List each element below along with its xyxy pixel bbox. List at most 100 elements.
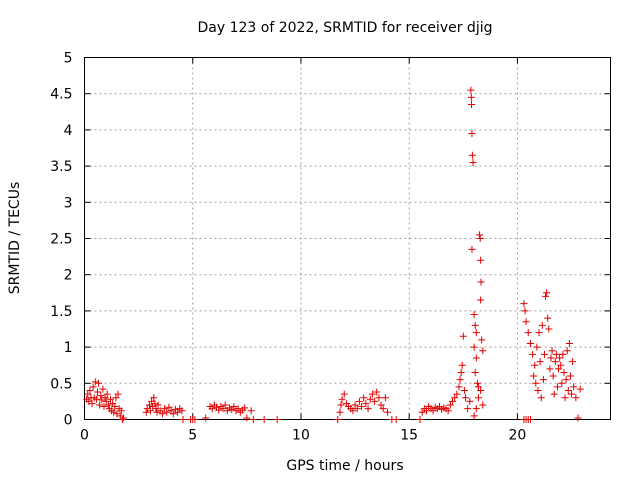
data-point-marker <box>86 387 94 395</box>
data-point-marker <box>102 397 110 405</box>
data-point-marker <box>558 379 566 387</box>
data-point-marker <box>479 401 487 409</box>
x-axis-label: GPS time / hours <box>286 458 403 474</box>
data-point-marker <box>338 395 346 403</box>
data-point-marker <box>549 372 557 380</box>
data-point-marker <box>104 401 112 409</box>
data-point-marker <box>112 394 120 402</box>
data-point-marker <box>334 416 342 423</box>
y-axis-label: SRMTID / TECUs <box>7 182 23 295</box>
data-point-marker <box>241 404 249 412</box>
y-tick-label: 1.5 <box>50 304 72 320</box>
data-point-marker <box>377 401 385 409</box>
data-point-marker <box>477 296 485 304</box>
data-point-marker <box>97 392 105 400</box>
data-point-marker <box>448 397 456 405</box>
data-point-marker <box>362 400 370 408</box>
data-point-marker <box>101 394 109 402</box>
data-point-marker <box>153 408 161 416</box>
data-point-marker <box>368 390 376 398</box>
y-tick-label: 0.5 <box>50 376 72 392</box>
data-point-marker <box>537 394 545 402</box>
x-tick-label: 10 <box>292 428 310 444</box>
data-point-marker <box>178 407 186 415</box>
data-point-marker <box>88 400 96 408</box>
data-point-marker <box>470 412 478 420</box>
data-point-marker <box>547 354 555 362</box>
data-point-marker <box>360 394 368 402</box>
data-point-marker <box>474 394 482 402</box>
data-point-marker <box>423 407 431 415</box>
data-point-marker <box>538 321 546 329</box>
data-point-marker <box>545 325 553 333</box>
data-point-marker <box>472 329 480 337</box>
data-point-marker <box>471 321 479 329</box>
data-point-marker <box>524 329 532 337</box>
data-point-marker <box>169 410 177 418</box>
data-point-marker <box>470 343 478 351</box>
data-point-marker <box>530 372 538 380</box>
axis-ticks <box>84 57 611 420</box>
tick-labels: 0 5 10 15 20 0 0.5 1 1.5 2 2.5 3 3.5 4 4.5 5 <box>50 51 526 444</box>
data-point-marker <box>446 401 454 409</box>
y-tick-label: 2 <box>64 268 73 284</box>
data-point-marker <box>568 390 576 398</box>
data-point-marker <box>477 256 485 264</box>
data-point-marker <box>103 390 111 398</box>
data-point-marker <box>249 416 257 423</box>
y-tick-label: 5 <box>64 51 73 67</box>
data-point-marker <box>111 402 119 410</box>
data-point-marker <box>95 379 103 387</box>
data-point-marker <box>574 414 582 422</box>
data-point-marker <box>451 394 459 402</box>
data-point-marker <box>461 394 469 402</box>
data-point-marker <box>560 368 568 376</box>
y-tick-label: 2.5 <box>50 232 72 248</box>
data-point-marker <box>566 372 574 380</box>
data-point-marker <box>476 235 484 242</box>
data-point-marker <box>550 390 558 398</box>
data-point-marker <box>472 405 480 413</box>
data-point-marker <box>96 401 104 409</box>
data-point-marker <box>455 383 463 391</box>
data-point-marker <box>471 368 479 376</box>
x-tick-label: 0 <box>80 428 89 444</box>
data-point-marker <box>179 416 187 423</box>
data-point-marker <box>458 361 466 369</box>
data-point-marker <box>353 405 361 413</box>
data-point-marker <box>84 390 92 398</box>
data-point-marker <box>469 158 477 166</box>
data-point-marker <box>92 395 100 403</box>
data-point-marker <box>174 408 182 416</box>
data-point-marker <box>366 395 374 403</box>
data-point-marker <box>464 405 472 413</box>
chart-title: Day 123 of 2022, SRMTID for receiver dji… <box>198 20 493 36</box>
data-point-marker <box>468 130 476 138</box>
data-point-marker <box>534 387 542 395</box>
data-point-marker <box>340 390 348 398</box>
data-point-marker <box>531 361 539 369</box>
data-point-marker <box>234 405 242 413</box>
data-point-marker <box>349 407 357 415</box>
data-point-marker <box>540 350 548 358</box>
data-point-marker <box>521 307 529 315</box>
y-tick-label: 3.5 <box>50 159 72 175</box>
data-point-marker <box>533 343 541 351</box>
data-point-marker <box>202 414 210 422</box>
data-point-marker <box>221 401 229 409</box>
data-point-marker <box>243 414 251 422</box>
data-point-marker <box>474 383 482 391</box>
data-point-marker <box>520 300 528 308</box>
data-point-marker <box>355 397 363 405</box>
data-point-marker <box>381 394 389 402</box>
data-point-marker <box>219 405 227 413</box>
data-point-marker <box>457 368 465 376</box>
data-point-marker <box>215 406 223 414</box>
data-point-marker <box>565 339 573 347</box>
data-point-marker <box>114 390 122 398</box>
data-point-marker <box>553 383 561 391</box>
data-point-marker <box>473 379 481 387</box>
data-point-marker <box>564 387 572 395</box>
data-points <box>83 86 584 423</box>
